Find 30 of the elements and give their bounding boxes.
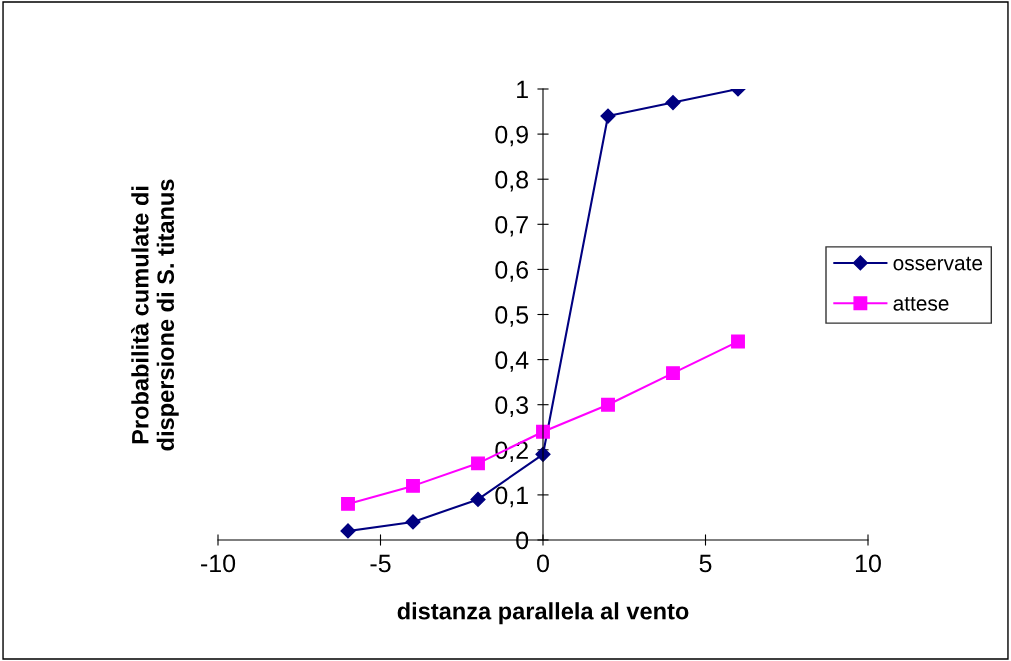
y-tick-label: 0,5 — [495, 306, 529, 327]
point — [600, 108, 616, 124]
point — [341, 496, 355, 511]
point — [665, 94, 681, 111]
y-tick-label: 0,7 — [495, 215, 528, 237]
y-axis-title: Probabilità cumulate di dispersione di S. titanus — [131, 179, 179, 451]
y-tick-label: 0,4 — [495, 351, 529, 372]
y-tick-label: 0,3 — [495, 396, 529, 417]
x-tick-label: 5 — [699, 554, 712, 573]
x-axis-title: distanza parallela al vento — [397, 602, 689, 625]
point — [731, 334, 745, 349]
point — [471, 456, 485, 471]
point — [601, 397, 615, 412]
point — [470, 491, 486, 507]
y-tick-label: 0 — [516, 531, 529, 550]
y-tick-label: 0,6 — [495, 261, 529, 282]
legend-label: osservate — [893, 256, 983, 271]
x-tick-label: -10 — [201, 554, 236, 573]
point — [340, 523, 356, 539]
x-tick-label: 10 — [856, 554, 881, 573]
x-tick-label: 0 — [537, 554, 549, 573]
point — [406, 478, 420, 493]
y-tick-label: 0,1 — [495, 486, 528, 508]
y-tick-label: 0,8 — [495, 170, 529, 192]
legend-label: attese — [893, 297, 949, 311]
y-tick-label: 0,9 — [495, 125, 528, 147]
x-tick-label: -5 — [370, 554, 391, 573]
y-tick-label: 1 — [517, 80, 528, 99]
point — [405, 514, 421, 530]
point — [666, 366, 680, 381]
